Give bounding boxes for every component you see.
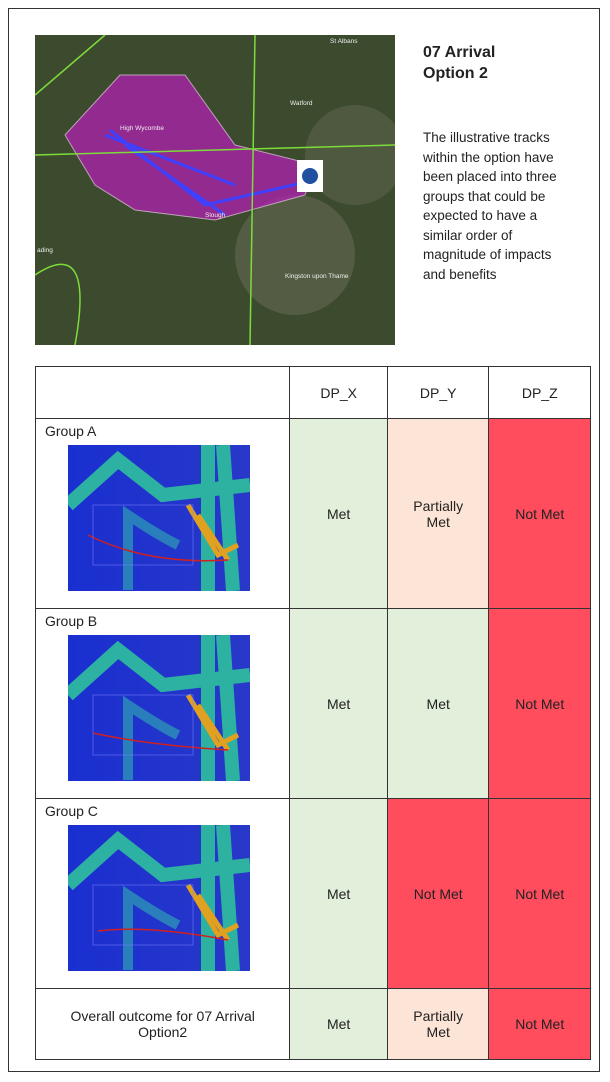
status-cell: Met: [290, 609, 388, 799]
status-text: Met: [403, 696, 473, 712]
description: The illustrative tracks within the optio…: [423, 128, 573, 284]
row-label: Group A: [36, 419, 290, 609]
header-cell: [36, 367, 290, 419]
status-cell: Met: [290, 799, 388, 989]
status-text: Partially Met: [403, 498, 473, 530]
status-text: Met: [304, 1016, 374, 1032]
map-label: St Albans: [330, 38, 358, 45]
column-header: DP_Y: [387, 367, 489, 419]
column-header: DP_Z: [489, 367, 591, 419]
status-cell: Not Met: [489, 799, 591, 989]
status-cell: Partially Met: [387, 989, 489, 1060]
status-cell: Met: [290, 419, 388, 609]
heatmap-image: [68, 445, 250, 591]
status-cell: Not Met: [387, 799, 489, 989]
status-text: Not Met: [505, 886, 575, 902]
heatmap-image: [68, 635, 250, 781]
status-text: Met: [304, 696, 374, 712]
row-label-text: Group A: [45, 423, 96, 439]
map-image: St Albans Watford High Wycombe Slough Kingst…: [35, 35, 395, 345]
status-text: Met: [304, 506, 374, 522]
status-cell: Partially Met: [387, 419, 489, 609]
map-label: ading: [37, 247, 53, 254]
status-text: Not Met: [505, 1016, 575, 1032]
map-label: Watford: [290, 100, 313, 107]
status-text: Not Met: [505, 696, 575, 712]
row-label-text: Group C: [45, 803, 98, 819]
map-label: Kingston upon Thame: [285, 273, 349, 280]
row-label: Group B: [36, 609, 290, 799]
row-label: Group C: [36, 799, 290, 989]
table-row: Overall outcome for 07 Arrival Option2 Me…: [36, 989, 591, 1060]
status-text: Not Met: [505, 506, 575, 522]
status-cell: Not Met: [489, 609, 591, 799]
status-cell: Not Met: [489, 989, 591, 1060]
heatmap-image: [68, 825, 250, 971]
title: 07 Arrival Option 2: [423, 42, 543, 84]
status-cell: Met: [387, 609, 489, 799]
row-label-text: Group B: [45, 613, 97, 629]
table-row: Group A Met Partially Met Not Met: [36, 419, 591, 609]
status-text: Partially Met: [403, 1008, 473, 1040]
map-label: Slough: [205, 212, 226, 219]
status-cell: Not Met: [489, 419, 591, 609]
column-header: DP_X: [290, 367, 388, 419]
row-label: Overall outcome for 07 Arrival Option2: [36, 989, 290, 1060]
row-label-text: Overall outcome for 07 Arrival Option2: [70, 1008, 254, 1040]
map-label: High Wycombe: [120, 125, 164, 132]
status-text: Not Met: [403, 886, 473, 902]
table-row: Group B Met Met Not Met: [36, 609, 591, 799]
status-text: Met: [304, 886, 374, 902]
table-row: Group C Met Not Met Not Met: [36, 799, 591, 989]
status-cell: Met: [290, 989, 388, 1060]
